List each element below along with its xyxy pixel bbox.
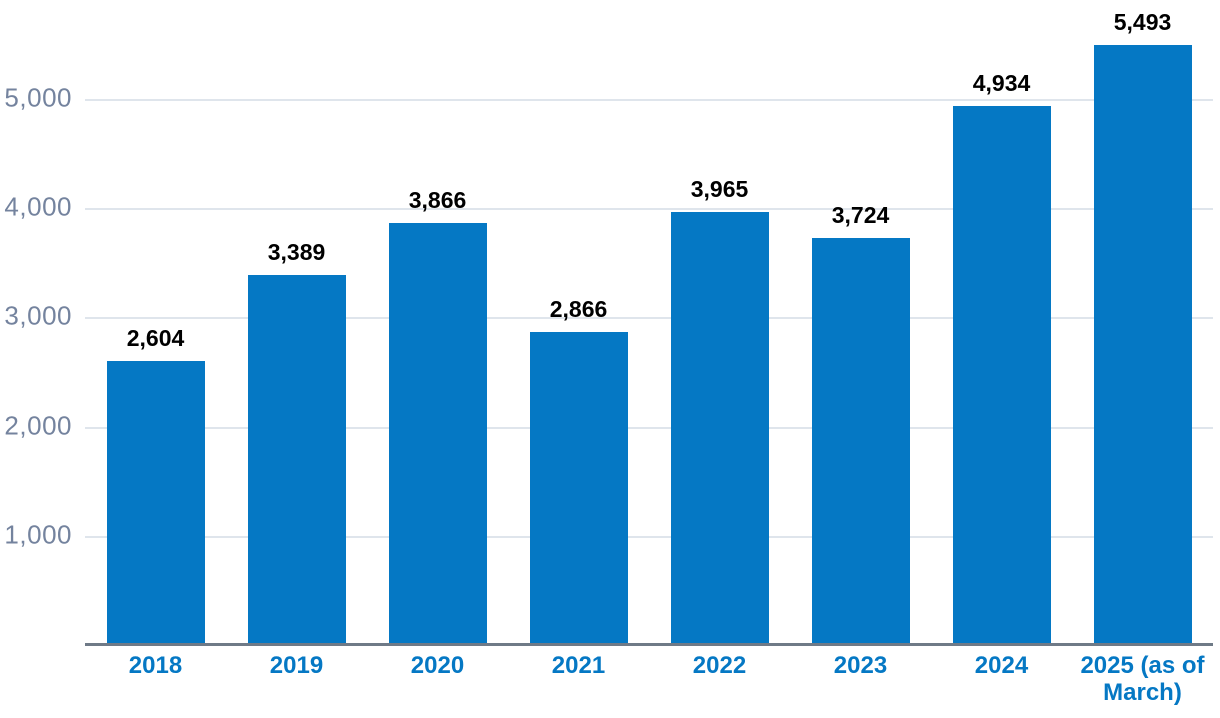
bar-column: 3,724	[790, 0, 931, 645]
gridline	[85, 426, 1213, 429]
x-axis-tick-label: 2022	[692, 652, 747, 679]
x-axis-tick-label: 2025 (as of March)	[1080, 652, 1205, 706]
y-axis-tick-label: 4,000	[4, 191, 72, 222]
x-axis-tick-label: 2023	[833, 652, 888, 679]
bar-column: 4,934	[931, 0, 1072, 645]
bar-value-label: 4,934	[972, 70, 1031, 97]
x-axis-tick-label: 2020	[410, 652, 465, 679]
bar-column: 2,604	[85, 0, 226, 645]
y-axis-tick-label: 2,000	[4, 409, 72, 440]
bar	[811, 238, 910, 645]
x-axis-line	[85, 643, 1213, 646]
bar-column: 3,965	[649, 0, 790, 645]
bar-value-label: 3,866	[408, 186, 467, 213]
x-axis-tick-label: 2019	[269, 652, 324, 679]
bar-column: 5,493	[1072, 0, 1213, 645]
bar	[952, 106, 1051, 645]
bar-column: 3,866	[367, 0, 508, 645]
bar	[388, 222, 487, 645]
gridline	[85, 535, 1213, 538]
y-axis-tick-label: 5,000	[4, 82, 72, 113]
bar-value-label: 5,493	[1113, 9, 1172, 36]
x-axis-tick-label: 2021	[551, 652, 606, 679]
bar-value-label: 2,604	[126, 324, 185, 351]
bar-series: 2,604 3,389 3,866 2,866 3,965 3,724 4,934 5,493	[85, 0, 1213, 645]
bar-value-label: 2,866	[549, 296, 608, 323]
y-axis-tick-label: 3,000	[4, 300, 72, 331]
bar	[529, 332, 628, 645]
y-axis-tick-label: 1,000	[4, 519, 72, 550]
bar	[247, 274, 346, 645]
bar	[1093, 45, 1192, 645]
bar-column: 2,866	[508, 0, 649, 645]
bar	[670, 211, 769, 645]
plot-area: 2,604 3,389 3,866 2,866 3,965 3,724 4,934 5,493	[85, 0, 1213, 645]
gridline	[85, 208, 1213, 211]
x-axis-tick-label: 2018	[128, 652, 183, 679]
bar-column: 3,389	[226, 0, 367, 645]
bar	[106, 360, 205, 645]
bar-value-label: 3,965	[690, 175, 749, 202]
gridline	[85, 98, 1213, 101]
bar-value-label: 3,724	[831, 202, 890, 229]
x-axis-tick-label: 2024	[974, 652, 1029, 679]
bar-value-label: 3,389	[267, 238, 326, 265]
x-axis-labels: 2018 2019 2020 2021 2022 2023 2024 2025 (as of …	[85, 652, 1213, 707]
gridline	[85, 317, 1213, 320]
